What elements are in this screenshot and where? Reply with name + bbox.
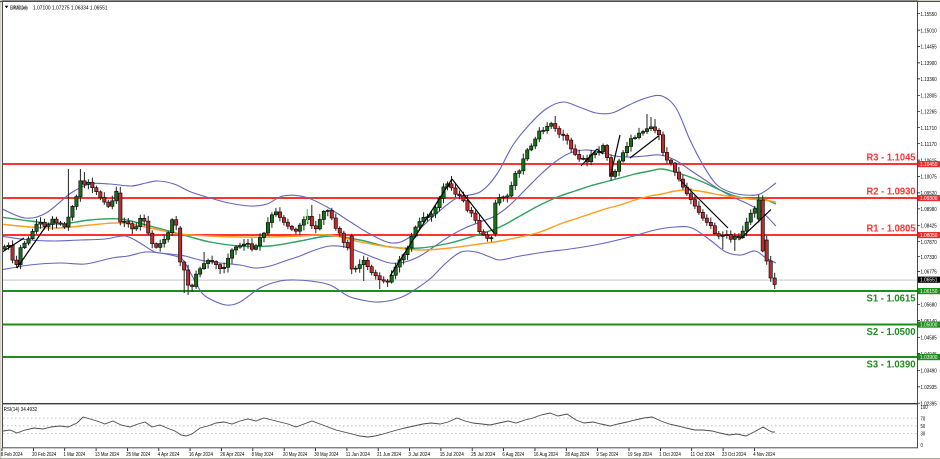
svg-text:1.12265: 1.12265 [921, 110, 937, 116]
svg-text:13 Mar 2024: 13 Mar 2024 [95, 452, 119, 458]
svg-text:1.07100 1.07275 1.06334 1.0655: 1.07100 1.07275 1.06334 1.06551 [33, 5, 108, 11]
svg-text:50: 50 [921, 424, 926, 430]
svg-text:16 Apr 2024: 16 Apr 2024 [189, 452, 213, 458]
svg-text:1.04585: 1.04585 [921, 336, 937, 342]
svg-text:1.07330: 1.07330 [921, 255, 937, 261]
svg-text:1.08980: 1.08980 [921, 207, 937, 213]
svg-text:8 May 2024: 8 May 2024 [252, 452, 274, 458]
svg-text:1.15010: 1.15010 [921, 28, 937, 34]
svg-text:EURUSD,Daily: EURUSD,Daily [10, 5, 28, 11]
svg-text:0: 0 [921, 443, 923, 449]
svg-text:16 Aug 2024: 16 Aug 2024 [534, 452, 558, 458]
svg-text:30 May 2024: 30 May 2024 [314, 452, 338, 458]
svg-text:100: 100 [921, 405, 928, 411]
svg-text:1 Mar 2024: 1 Mar 2024 [64, 452, 86, 458]
svg-text:1.09520: 1.09520 [921, 191, 937, 197]
svg-text:1.14455: 1.14455 [921, 45, 937, 51]
svg-text:9 Sep 2024: 9 Sep 2024 [596, 452, 618, 458]
svg-text:1.06150: 1.06150 [920, 289, 938, 295]
svg-text:1.08050: 1.08050 [920, 233, 938, 239]
svg-text:1.03900: 1.03900 [920, 355, 938, 361]
svg-text:26 Apr 2024: 26 Apr 2024 [220, 452, 244, 458]
svg-text:1.10075: 1.10075 [921, 175, 937, 181]
svg-text:1.05000: 1.05000 [920, 323, 938, 329]
svg-text:1.13360: 1.13360 [921, 77, 937, 83]
svg-text:1.10450: 1.10450 [920, 162, 938, 168]
svg-text:RSI(14) 34.4932: RSI(14) 34.4932 [4, 407, 38, 413]
svg-text:11 Jun 2024: 11 Jun 2024 [346, 452, 370, 458]
svg-text:15 Jul 2024: 15 Jul 2024 [440, 452, 464, 458]
svg-text:1.05680: 1.05680 [921, 303, 937, 309]
svg-text:20 May 2024: 20 May 2024 [283, 452, 307, 458]
svg-text:8 Feb 2024: 8 Feb 2024 [1, 452, 23, 458]
svg-text:1.11170: 1.11170 [921, 142, 937, 148]
svg-text:1.06775: 1.06775 [921, 270, 937, 276]
svg-text:21 Jun 2024: 21 Jun 2024 [377, 452, 401, 458]
svg-text:6 Aug 2024: 6 Aug 2024 [502, 452, 524, 458]
svg-text:S3 - 1.0390: S3 - 1.0390 [867, 359, 916, 371]
svg-text:R2 - 1.0930: R2 - 1.0930 [867, 186, 916, 198]
svg-text:1.08425: 1.08425 [921, 224, 937, 230]
svg-text:25 Mar 2024: 25 Mar 2024 [126, 452, 150, 458]
svg-text:1 Oct 2024: 1 Oct 2024 [659, 452, 681, 458]
svg-text:1.12805: 1.12805 [921, 94, 937, 100]
svg-text:1.07870: 1.07870 [921, 240, 937, 246]
svg-text:1.13900: 1.13900 [921, 61, 937, 67]
svg-text:1.15550: 1.15550 [921, 12, 937, 18]
svg-text:R3 - 1.1045: R3 - 1.1045 [867, 152, 916, 164]
svg-text:3 Jul 2024: 3 Jul 2024 [408, 452, 430, 458]
svg-text:R1 - 1.0805: R1 - 1.0805 [867, 223, 916, 235]
svg-text:20 Feb 2024: 20 Feb 2024 [32, 452, 56, 458]
svg-text:70: 70 [921, 416, 926, 422]
svg-text:1.03490: 1.03490 [921, 369, 937, 375]
svg-text:4 Apr 2024: 4 Apr 2024 [158, 452, 180, 458]
svg-text:19 Sep 2024: 19 Sep 2024 [628, 452, 652, 458]
svg-text:S1 - 1.0615: S1 - 1.0615 [867, 293, 916, 305]
svg-text:1.06551: 1.06551 [920, 278, 938, 284]
svg-text:4 Nov 2024: 4 Nov 2024 [753, 452, 775, 458]
svg-text:S2 - 1.0500: S2 - 1.0500 [867, 326, 916, 338]
svg-text:28 Aug 2024: 28 Aug 2024 [565, 452, 589, 458]
svg-text:1.02935: 1.02935 [921, 385, 937, 391]
svg-text:11 Oct 2024: 11 Oct 2024 [691, 452, 715, 458]
svg-text:1.02395: 1.02395 [921, 401, 937, 407]
svg-text:1.09300: 1.09300 [920, 196, 938, 202]
svg-text:23 Oct 2024: 23 Oct 2024 [722, 452, 746, 458]
svg-text:25 Jul 2024: 25 Jul 2024 [471, 452, 495, 458]
svg-text:30: 30 [921, 432, 926, 438]
svg-text:1.11710: 1.11710 [921, 126, 937, 132]
